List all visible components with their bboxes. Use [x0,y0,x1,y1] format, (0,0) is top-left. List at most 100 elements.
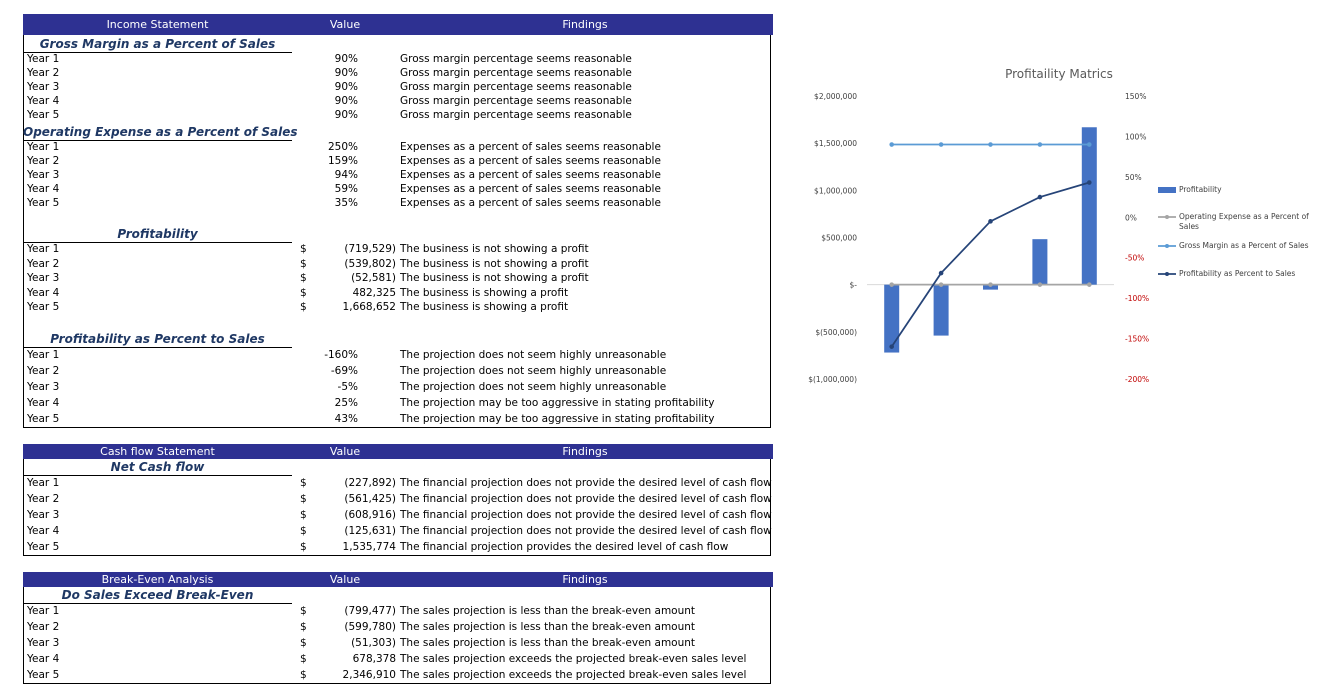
legend-swatch [1165,215,1169,219]
y2-tick-label: -100% [1125,294,1149,303]
section-title: Gross Margin as a Percent of Sales [39,37,276,51]
row-finding: The projection does not seem highly unre… [400,381,667,393]
row-finding: The projection does not seem highly unre… [400,365,667,377]
row-finding: Expenses as a percent of sales seems rea… [400,183,661,195]
row-finding: The business is not showing a profit [400,243,589,255]
row-value: 90% [334,53,358,65]
line-point [1087,180,1092,185]
row-label: Year 5 [27,413,60,425]
line-point [938,142,944,147]
section-underline [23,603,292,604]
row-value: (227,892) [344,477,396,489]
row-finding: The sales projection is less than the br… [400,621,696,633]
row-value: (539,802) [344,257,396,270]
row-value: 482,325 [352,286,396,299]
section-underline [23,52,292,53]
row-label: Year 3 [27,81,60,93]
row-label: Year 2 [27,67,60,79]
row-finding: The sales projection exceeds the project… [400,653,747,665]
row-currency: $ [300,637,307,649]
row-finding: The sales projection exceeds the project… [400,669,747,681]
y2-tick-label: -50% [1125,254,1144,263]
y-tick-label: $500,000 [821,234,857,243]
row-finding: Gross margin percentage seems reasonable [400,67,632,79]
y2-tick-label: 150% [1125,92,1146,101]
row-finding: The business is not showing a profit [400,272,589,284]
row-label: Year 5 [27,541,60,553]
row-value: 1,535,774 [342,541,396,553]
row-value: (799,477) [344,605,396,617]
row-label: Year 2 [27,621,60,633]
row-finding: The sales projection is less than the br… [400,637,696,649]
row-value: (561,425) [344,493,396,505]
row-currency: $ [300,286,307,299]
line-point [1037,282,1043,287]
header-value: Value [329,444,361,458]
row-currency: $ [300,541,307,553]
legend-label: Operating Expense as a Percent of Sales [1179,212,1309,231]
row-label: Year 4 [27,183,60,195]
section-title: Net Cash flow [110,460,205,474]
row-finding: The financial projection provides the de… [400,541,729,553]
line-point [1037,142,1043,147]
header-title: Cash flow Statement [100,444,215,458]
row-label: Year 1 [27,243,60,255]
y2-tick-label: -150% [1125,335,1149,344]
bar [1081,127,1097,285]
header-value: Value [329,17,361,31]
row-currency: $ [300,493,307,505]
legend-label: Gross Margin as a Percent of Sales [1179,241,1309,250]
row-finding: The financial projection does not provid… [400,477,772,489]
line-point [988,282,993,287]
y2-tick-label: 50% [1125,173,1142,182]
row-finding: Gross margin percentage seems reasonable [400,81,632,93]
row-label: Year 1 [27,605,60,617]
row-value: 25% [334,397,358,409]
header-findings: Findings [562,17,608,31]
header-findings: Findings [562,444,608,458]
y-tick-label: $(1,000,000) [808,375,857,384]
row-currency: $ [300,605,307,617]
bar [1032,239,1048,285]
row-label: Year 3 [27,381,60,393]
row-value: 90% [334,95,358,107]
row-label: Year 4 [27,397,60,409]
y-tick-label: $- [850,281,858,290]
row-label: Year 2 [27,257,60,270]
legend-label: Profitability as Percent to Sales [1179,269,1296,278]
header-bar [23,572,773,587]
row-value: (599,780) [344,621,396,633]
legend-swatch [1158,187,1176,193]
row-currency: $ [300,477,307,489]
row-label: Year 1 [27,53,60,65]
row-value: (719,529) [344,243,396,255]
row-finding: The financial projection does not provid… [400,493,772,505]
line [890,181,1090,348]
row-finding: Expenses as a percent of sales seems rea… [400,155,661,167]
row-value: (608,916) [344,509,396,521]
row-label: Year 5 [27,669,60,681]
line-point [938,270,944,276]
row-value: 1,668,652 [342,301,396,313]
row-value: 250% [327,141,358,153]
row-currency: $ [300,669,307,681]
row-label: Year 1 [27,477,60,489]
line-point [938,282,944,287]
row-label: Year 5 [27,109,60,121]
y-tick-label: $1,500,000 [814,139,857,148]
y-tick-label: $(500,000) [815,328,857,337]
header-title: Income Statement [106,17,209,31]
row-finding: The projection may be too aggressive in … [400,397,715,409]
section-title: Do Sales Exceed Break-Even [61,588,254,602]
row-value: (125,631) [344,525,396,537]
row-value: (51,303) [351,637,396,649]
row-currency: $ [300,301,307,313]
row-value: 94% [334,169,358,181]
row-label: Year 3 [27,637,60,649]
line-point [889,142,894,147]
y-tick-label: $2,000,000 [814,92,857,101]
section-title: Profitability as Percent to Sales [50,332,265,346]
section-underline [23,140,292,141]
row-label: Year 2 [27,493,60,505]
